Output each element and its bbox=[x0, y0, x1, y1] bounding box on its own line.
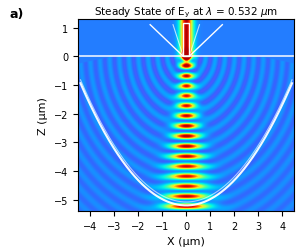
Text: a): a) bbox=[10, 8, 24, 21]
Title: Steady State of $\mathregular{E_y}$ at $\lambda$ = 0.532 $\mu$m: Steady State of $\mathregular{E_y}$ at $… bbox=[94, 6, 278, 20]
X-axis label: X (μm): X (μm) bbox=[167, 237, 205, 246]
Bar bbox=[183, 24, 189, 57]
Y-axis label: Z (μm): Z (μm) bbox=[38, 97, 48, 135]
